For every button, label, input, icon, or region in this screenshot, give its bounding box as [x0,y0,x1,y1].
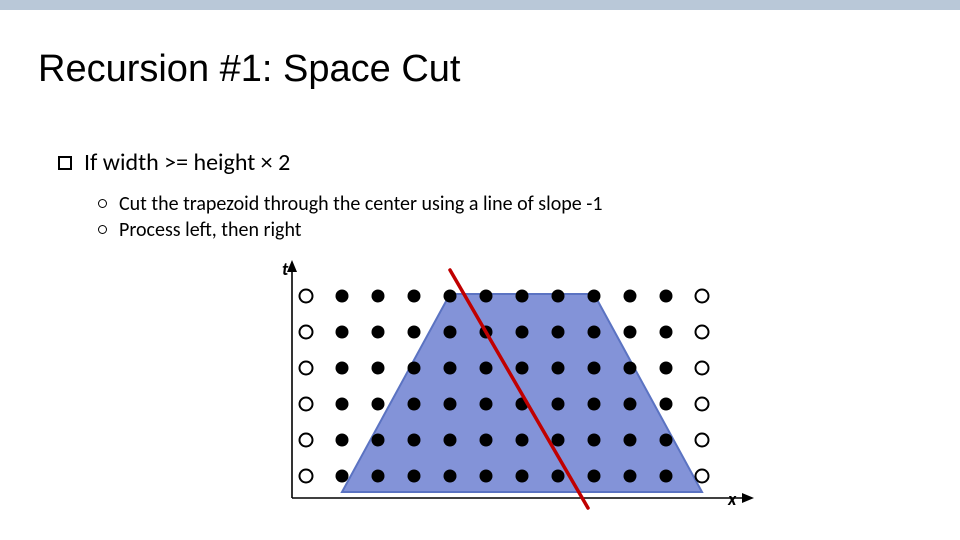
chart-svg [276,260,756,520]
slide-title: Recursion #1: Space Cut [38,48,460,91]
square-bullet-icon [58,156,72,170]
bullet-main-row: If width >= height × 2 [58,148,290,177]
t-axis-label: t [282,258,288,280]
bullet-sub2-row: Process left, then right [98,218,301,242]
top-accent-bar [0,0,960,10]
bullet-sub2-text: Process left, then right [119,218,301,242]
circle-bullet-icon [98,199,107,208]
x-axis-label: x [728,488,736,510]
bullet-sub1-row: Cut the trapezoid through the center usi… [98,192,603,216]
diagram: t x [276,260,756,520]
bullet-sub1-text: Cut the trapezoid through the center usi… [119,192,603,216]
circle-bullet-icon [98,225,107,234]
bullet-main-text: If width >= height × 2 [84,148,290,177]
